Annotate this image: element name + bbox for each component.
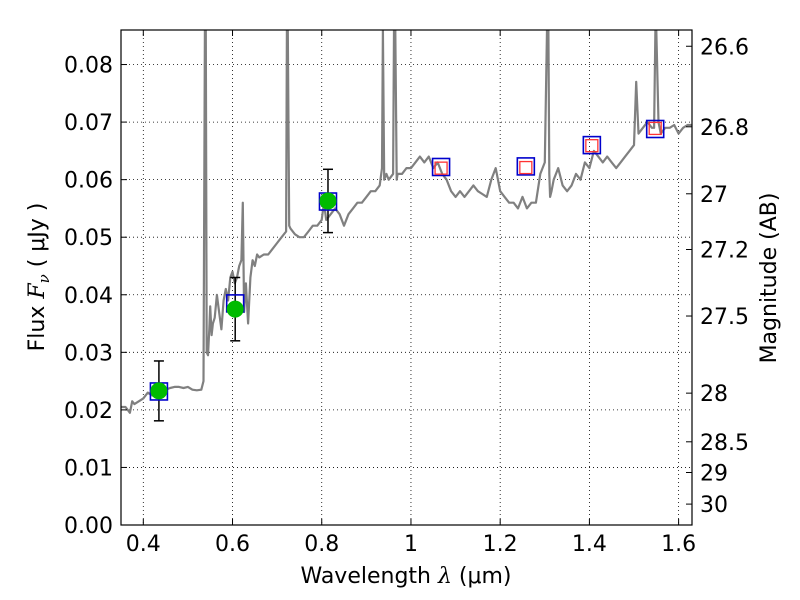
y2-tick-label: 26.6 (700, 35, 749, 60)
x-tick-label: 1.2 (483, 532, 518, 557)
y-tick-label: 0.02 (64, 399, 113, 424)
y2-tick-label: 28 (700, 382, 728, 407)
y2-tick-label: 28.5 (700, 431, 749, 456)
y-tick-label: 0.06 (64, 169, 113, 194)
x-tick-label: 0.6 (215, 532, 250, 557)
model-photometry-box (582, 135, 602, 155)
observed-photometry-point (150, 382, 168, 400)
nondetection-photometry-box (434, 161, 448, 175)
y2-tick-label: 29 (700, 462, 728, 487)
nondetection-photometry-box (585, 139, 599, 153)
model-photometry-box (516, 157, 536, 176)
y2-tick-label: 27 (700, 183, 728, 208)
x-tick-label: 1 (404, 532, 418, 557)
y-tick-label: 0.01 (64, 456, 113, 481)
plot-area (121, 30, 692, 422)
x-axis-label: Wavelength λ (μm) (300, 564, 511, 589)
y2-axis-label: Magnitude (AB) (757, 193, 782, 364)
observed-photometry-point (226, 300, 244, 318)
grid (121, 30, 692, 526)
nondetection-photometry-box (648, 121, 662, 136)
y-tick-label: 0.04 (64, 284, 113, 309)
model-photometry-box (431, 157, 451, 177)
y-tick-label: 0.05 (64, 226, 113, 251)
y-tick-label: 0.07 (64, 111, 113, 136)
y2-tick-label: 26.8 (700, 116, 749, 141)
x-tick-label: 1.4 (572, 532, 607, 557)
y-tick-label: 0.03 (64, 341, 113, 366)
x-tick-label: 0.8 (304, 532, 339, 557)
observed-photometry-point (319, 192, 337, 210)
y2-tick-label: 27.2 (700, 239, 749, 264)
x-tick-label: 1.6 (661, 532, 696, 557)
sed-model-line (121, 30, 692, 414)
x-tick-label: 0.4 (126, 532, 161, 557)
nondetection-photometry-box (519, 160, 533, 175)
axes-frame (120, 29, 693, 526)
y-axis-label: Flux Fν ( μJy ) (25, 203, 53, 352)
model-photometry-box (645, 119, 665, 139)
y2-tick-label: 27.5 (700, 305, 749, 330)
axis-ticks: 0.4 0.6 0.8 1 1.2 1.4 1.6 0.00 0.01 0.02 0.03 0.04 0… (64, 30, 749, 557)
y-tick-label: 0.08 (64, 54, 113, 79)
y2-tick-label: 30 (700, 493, 728, 518)
y-tick-label: 0.00 (64, 514, 113, 539)
